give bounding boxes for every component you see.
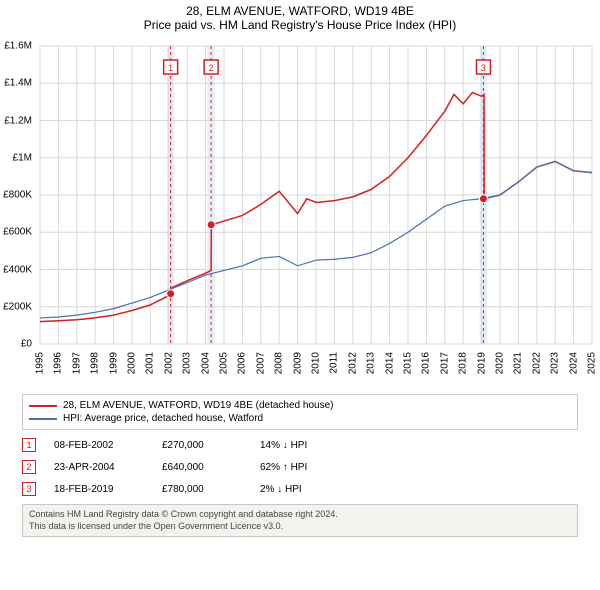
x-axis: 1995 1996 1997 1998 1999 2000 2001 2002 2003 2004… <box>36 350 596 390</box>
y-tick-label: £1M <box>13 152 32 163</box>
x-tick-label: 1996 <box>53 352 64 374</box>
x-tick-label: 2000 <box>127 352 138 374</box>
attribution-footer: Contains HM Land Registry data © Crown c… <box>22 504 578 537</box>
x-tick-label: 2002 <box>163 352 174 374</box>
legend-label: HPI: Average price, detached house, Watf… <box>63 413 263 424</box>
event-row: 2 23-APR-2004 £640,000 62% ↑ HPI <box>22 456 578 478</box>
x-tick-label: 2017 <box>439 352 450 374</box>
chart-title-block: 28, ELM AVENUE, WATFORD, WD19 4BE Price … <box>0 0 600 34</box>
footer-line-2: This data is licensed under the Open Gov… <box>29 521 571 533</box>
x-tick-label: 2020 <box>495 352 506 374</box>
y-tick-label: £200K <box>3 301 32 312</box>
y-tick-label: £400K <box>3 264 32 275</box>
x-tick-label: 2001 <box>145 352 156 374</box>
event-row: 3 18-FEB-2019 £780,000 2% ↓ HPI <box>22 478 578 500</box>
chart-area: £0£200K£400K£600K£800K£1M£1.2M£1.4M£1.6M… <box>36 40 596 350</box>
event-price: £640,000 <box>162 462 242 473</box>
x-tick-label: 2023 <box>550 352 561 374</box>
event-label-num: 3 <box>481 63 486 73</box>
x-tick-label: 2006 <box>237 352 248 374</box>
y-tick-label: £0 <box>21 339 32 350</box>
footer-line-1: Contains HM Land Registry data © Crown c… <box>29 509 571 521</box>
x-tick-label: 1999 <box>108 352 119 374</box>
x-tick-label: 2004 <box>200 352 211 374</box>
x-tick-label: 2024 <box>568 352 579 374</box>
event-date: 18-FEB-2019 <box>54 484 144 495</box>
event-price: £270,000 <box>162 440 242 451</box>
event-marker-box: 2 <box>22 460 36 474</box>
x-tick-label: 2010 <box>311 352 322 374</box>
event-marker-box: 3 <box>22 482 36 496</box>
chart-svg: 1 2 3 <box>36 40 596 350</box>
event-date: 08-FEB-2002 <box>54 440 144 451</box>
x-tick-label: 2021 <box>513 352 524 374</box>
x-tick-label: 2013 <box>366 352 377 374</box>
legend-label: 28, ELM AVENUE, WATFORD, WD19 4BE (detac… <box>63 400 333 411</box>
x-tick-label: 2022 <box>531 352 542 374</box>
x-tick-label: 2005 <box>219 352 230 374</box>
x-tick-label: 1997 <box>71 352 82 374</box>
y-axis: £0 £200K £400K £600K £800K £1M £1.2M £1.4M £1.6M <box>0 40 34 350</box>
event-label-num: 2 <box>209 63 214 73</box>
event-delta: 14% ↓ HPI <box>260 440 350 451</box>
x-tick-label: 2025 <box>587 352 598 374</box>
x-tick-label: 2003 <box>182 352 193 374</box>
x-tick-label: 2007 <box>255 352 266 374</box>
event-point <box>479 195 487 203</box>
title-line-2: Price paid vs. HM Land Registry's House … <box>0 18 600 32</box>
x-tick-label: 2009 <box>292 352 303 374</box>
x-tick-label: 1995 <box>35 352 46 374</box>
legend-swatch <box>29 405 57 407</box>
y-tick-label: £1.6M <box>4 41 32 52</box>
legend-item: 28, ELM AVENUE, WATFORD, WD19 4BE (detac… <box>29 399 571 412</box>
y-tick-label: £1.4M <box>4 78 32 89</box>
event-date: 23-APR-2004 <box>54 462 144 473</box>
x-tick-label: 2019 <box>476 352 487 374</box>
x-tick-label: 2015 <box>403 352 414 374</box>
x-tick-label: 2008 <box>274 352 285 374</box>
x-tick-label: 2014 <box>384 352 395 374</box>
event-point <box>207 221 215 229</box>
event-delta: 62% ↑ HPI <box>260 462 350 473</box>
x-tick-label: 1998 <box>90 352 101 374</box>
event-row: 1 08-FEB-2002 £270,000 14% ↓ HPI <box>22 434 578 456</box>
x-tick-label: 2012 <box>347 352 358 374</box>
event-delta: 2% ↓ HPI <box>260 484 350 495</box>
y-tick-label: £800K <box>3 190 32 201</box>
event-point <box>167 290 175 298</box>
legend: 28, ELM AVENUE, WATFORD, WD19 4BE (detac… <box>22 394 578 430</box>
legend-swatch <box>29 418 57 420</box>
x-tick-label: 2011 <box>329 352 340 374</box>
event-price: £780,000 <box>162 484 242 495</box>
event-label-num: 1 <box>168 63 173 73</box>
title-line-1: 28, ELM AVENUE, WATFORD, WD19 4BE <box>0 4 600 18</box>
x-tick-label: 2018 <box>458 352 469 374</box>
legend-item: HPI: Average price, detached house, Watf… <box>29 412 571 425</box>
event-marker-box: 1 <box>22 438 36 452</box>
y-tick-label: £600K <box>3 227 32 238</box>
y-tick-label: £1.2M <box>4 115 32 126</box>
events-table: 1 08-FEB-2002 £270,000 14% ↓ HPI 2 23-APR-200… <box>22 434 578 500</box>
x-tick-label: 2016 <box>421 352 432 374</box>
